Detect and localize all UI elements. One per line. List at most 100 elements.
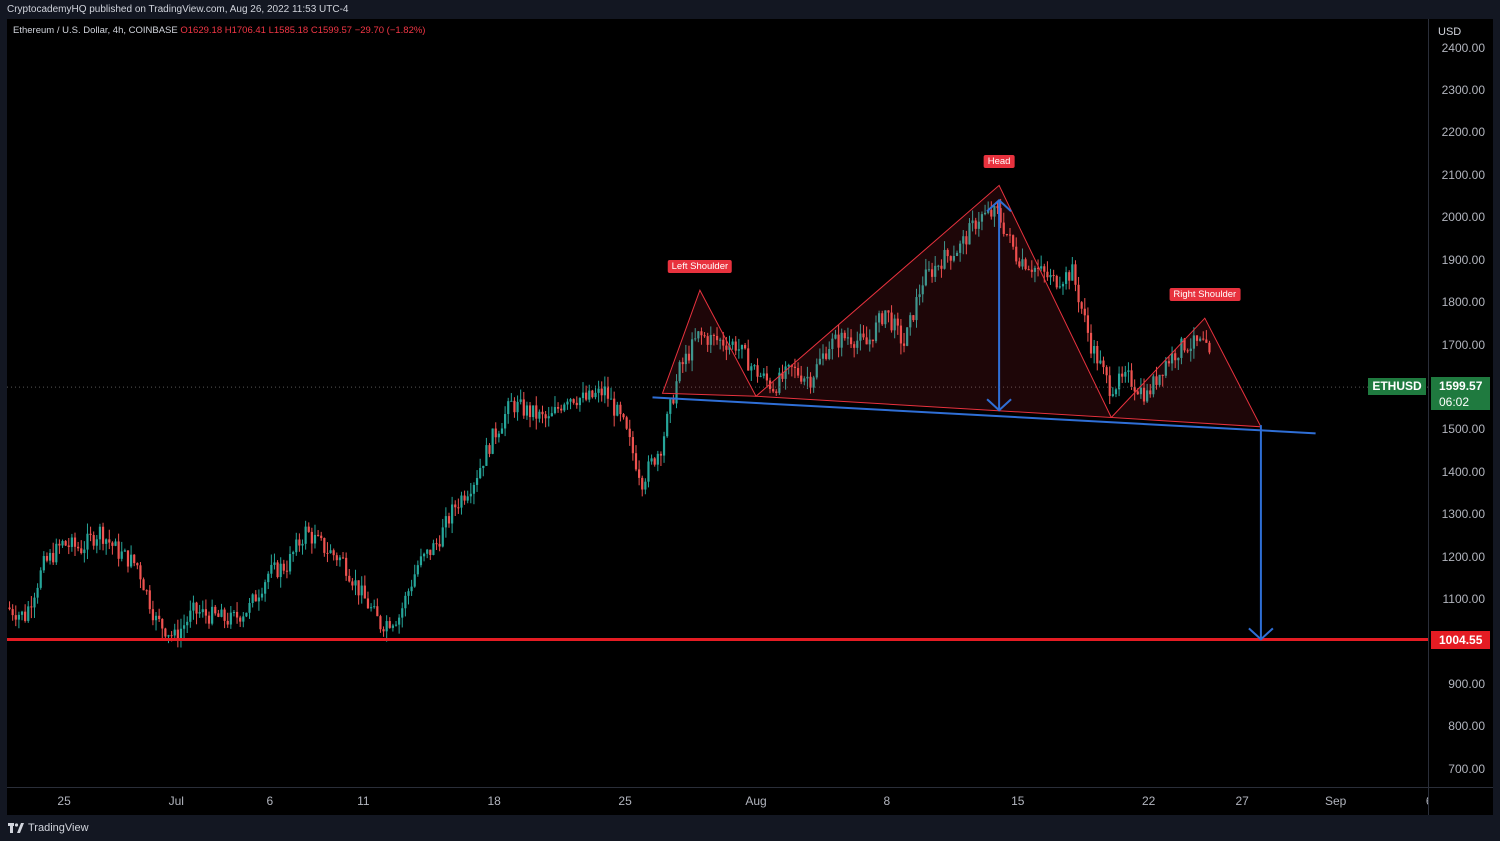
candle-body <box>1105 367 1108 376</box>
candle-body <box>796 368 800 376</box>
candle-body <box>254 594 257 602</box>
time-tick: 8 <box>883 794 891 808</box>
candle-body <box>1199 338 1202 341</box>
candle-body <box>825 353 828 359</box>
candle-body <box>569 399 572 402</box>
candle-body <box>504 414 507 429</box>
chart-pane[interactable]: Ethereum / U.S. Dollar, 4h, COINBASE O16… <box>7 19 1428 787</box>
candle-body <box>572 399 575 403</box>
candle-body <box>30 606 33 608</box>
bar-countdown: 06:02 <box>1439 395 1470 410</box>
candle-body <box>831 338 834 350</box>
candle-body <box>482 465 485 469</box>
candle-body <box>946 249 949 257</box>
candle-body <box>983 212 987 215</box>
time-tick: 18 <box>487 794 501 808</box>
candle-body <box>142 579 145 591</box>
candle-body <box>1093 345 1096 354</box>
candle-body <box>775 391 778 393</box>
candle-body <box>1030 269 1033 272</box>
candle-body <box>687 353 691 361</box>
time-axis[interactable]: 25Jul6111825Aug8152227Sep6 <box>7 787 1433 815</box>
candle-body <box>317 534 320 536</box>
candle-body <box>301 543 304 546</box>
candle-body <box>17 614 20 620</box>
candle-body <box>1002 222 1005 234</box>
right-margin <box>1493 19 1500 815</box>
candle-body <box>475 478 479 485</box>
candle-body <box>148 590 151 610</box>
price-tick: 700.00 <box>1448 761 1485 776</box>
candle-body <box>588 390 591 400</box>
candle-body <box>747 348 750 371</box>
candle-body <box>1111 394 1114 396</box>
candle-body <box>924 269 927 286</box>
candle-body <box>884 310 887 325</box>
candle-body <box>260 593 264 598</box>
candle-body <box>949 256 952 261</box>
currency-label: USD <box>1438 26 1462 38</box>
candle-body <box>585 392 588 400</box>
candle-body <box>759 375 762 377</box>
candle-body <box>856 340 859 348</box>
tradingview-logo-icon <box>8 823 24 833</box>
candle-body <box>154 615 158 621</box>
candle-body <box>1018 261 1021 267</box>
candle-body <box>279 563 282 578</box>
candle-body <box>295 539 298 553</box>
time-tick: 27 <box>1235 794 1249 808</box>
candle-body <box>195 602 198 614</box>
candle-body <box>1080 302 1083 309</box>
candle-body <box>1008 234 1012 236</box>
candle-body <box>114 541 117 546</box>
tradingview-brand[interactable]: TradingView <box>8 822 89 834</box>
candle-body <box>1043 266 1046 272</box>
price-tick: 1100.00 <box>1442 592 1486 607</box>
candle-body <box>1208 342 1211 353</box>
candle-body <box>469 493 472 497</box>
left-shoulder-shape <box>661 288 757 397</box>
candle-body <box>743 344 747 349</box>
candle-body <box>101 526 105 544</box>
candle-body <box>902 343 906 346</box>
candle-body <box>1102 360 1105 368</box>
candle-body <box>1046 271 1049 278</box>
publish-line: CryptocademyHQ published on TradingView.… <box>7 4 349 15</box>
candle-body <box>550 413 553 417</box>
candle-body <box>276 562 279 578</box>
candle-body <box>594 392 597 398</box>
candle-body <box>662 436 666 456</box>
candle-body <box>728 344 731 350</box>
symbol-legend[interactable]: Ethereum / U.S. Dollar, 4h, COINBASE O16… <box>13 25 425 36</box>
price-tick: 1400.00 <box>1441 464 1485 479</box>
candle-body <box>613 398 616 416</box>
head-height-arrow-head <box>986 398 1012 412</box>
candle-body <box>404 595 407 609</box>
price-chart[interactable] <box>7 19 1428 787</box>
candle-body <box>952 255 955 261</box>
candle-body <box>669 399 672 414</box>
candle-body <box>853 344 856 348</box>
candle-body <box>1099 360 1102 364</box>
candle-body <box>821 353 825 359</box>
ohlc-change: −29.70 (−1.82%) <box>354 25 426 36</box>
candle-body <box>803 378 806 382</box>
candle-body <box>691 339 694 361</box>
candle-body <box>1142 387 1146 402</box>
candle-body <box>937 265 940 267</box>
candle-body <box>441 527 444 547</box>
candle-body <box>737 349 740 351</box>
candle-body <box>460 495 463 508</box>
head-shape <box>754 184 1113 419</box>
candle-body <box>631 437 634 454</box>
candle-body <box>943 249 946 269</box>
candle-body <box>376 606 379 617</box>
candle-body <box>130 554 133 567</box>
candle-body <box>454 504 457 508</box>
candle-body <box>1192 335 1195 349</box>
candle-body <box>519 399 522 402</box>
candle-body <box>1164 361 1167 376</box>
candle-body <box>313 534 317 544</box>
candle-body <box>672 399 675 404</box>
time-tick: Aug <box>745 794 767 808</box>
